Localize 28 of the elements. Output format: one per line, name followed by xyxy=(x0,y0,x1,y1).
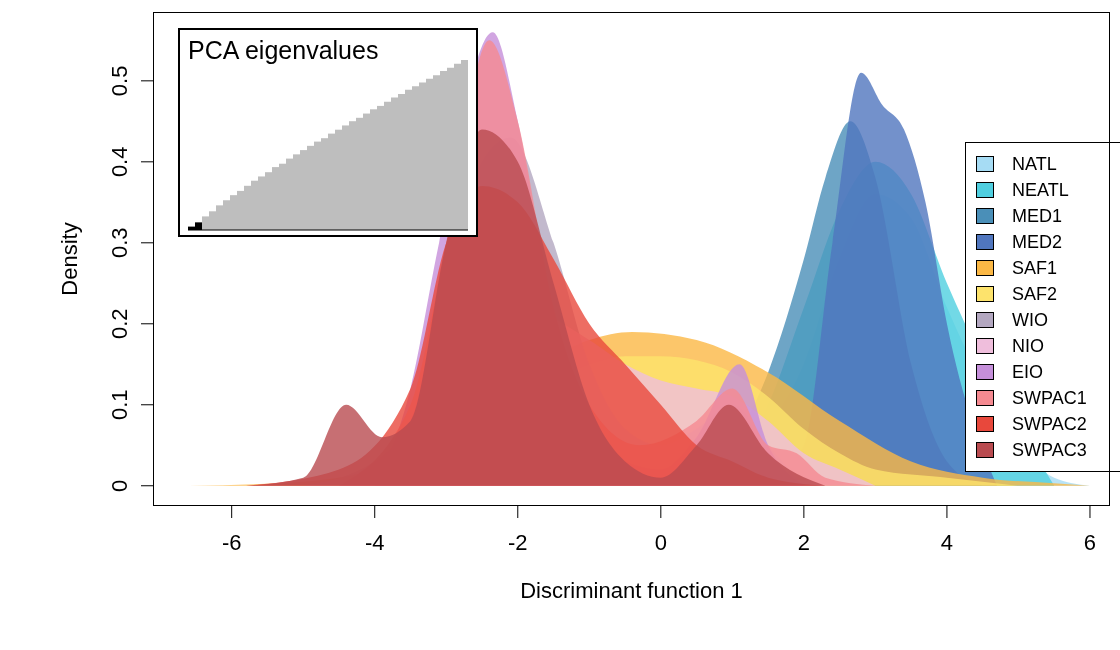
legend-label: SWPAC1 xyxy=(1012,387,1087,409)
legend-label: SAF2 xyxy=(1012,283,1058,305)
legend-label: NATL xyxy=(1012,153,1057,175)
legend-label: MED1 xyxy=(1012,205,1063,227)
legend-label: MED2 xyxy=(1012,231,1063,253)
x-tick-label: 2 xyxy=(797,529,810,555)
chart-title: PCA eigenvalues xyxy=(188,36,379,65)
legend-label: SWPAC2 xyxy=(1012,413,1087,435)
x-tick-label: 0 xyxy=(654,529,667,555)
y-tick-label: 0.1 xyxy=(107,389,132,421)
y-tick-label: 0.5 xyxy=(107,65,132,97)
x-tick-label: -4 xyxy=(364,529,385,555)
legend-label: SWPAC3 xyxy=(1012,439,1087,461)
y-tick-label: 0.3 xyxy=(107,227,132,259)
x-tick-label: 4 xyxy=(940,529,954,555)
x-tick-label: 6 xyxy=(1083,529,1097,555)
y-tick-label: 0.4 xyxy=(107,146,132,178)
legend-label: NEATL xyxy=(1012,179,1069,201)
y-axis-title: Density xyxy=(56,222,82,296)
y-tick-label: 0.2 xyxy=(107,308,132,340)
y-tick-label: 0 xyxy=(107,479,132,492)
x-tick-label: -2 xyxy=(507,529,528,555)
x-tick-label: -6 xyxy=(221,529,242,555)
legend-label: NIO xyxy=(1012,335,1045,357)
legend-label: EIO xyxy=(1012,361,1044,383)
legend-label: SAF1 xyxy=(1012,257,1058,279)
legend-label: WIO xyxy=(1012,309,1048,331)
x-axis-title: Discriminant function 1 xyxy=(520,578,743,603)
